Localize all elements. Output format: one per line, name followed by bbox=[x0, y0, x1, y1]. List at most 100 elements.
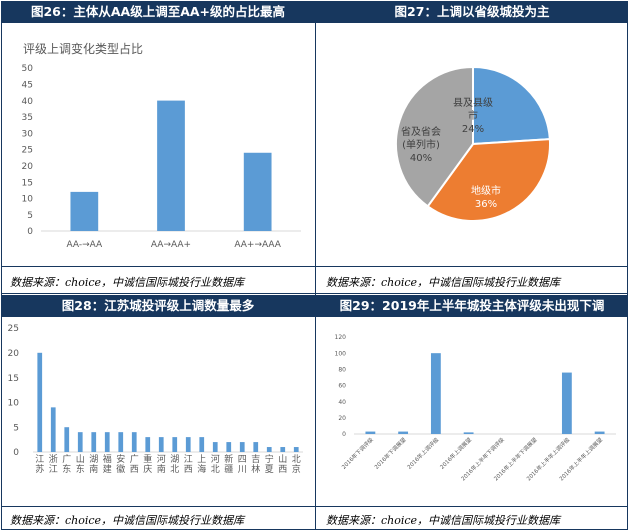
x-tick-label: 江苏 bbox=[35, 454, 44, 475]
figure-29-title: 图29：2019年上半年城投主体评级未出现下调 bbox=[316, 295, 628, 317]
bar-3-7 bbox=[594, 431, 605, 434]
bar-2-1 bbox=[50, 407, 56, 452]
y-tick-label: 15 bbox=[22, 178, 33, 188]
source-note-28: 数据来源：choice，中诚信国际城投行业数据库 bbox=[10, 514, 245, 527]
figure-28-chart: 0 5 10 15 20 25 江苏浙江广东山东湖南福建安徽广西重庆河南湖北江西上海河北新疆… bbox=[8, 324, 303, 475]
y-tick-label: 60 bbox=[338, 383, 346, 390]
panel-divider-vertical bbox=[315, 1, 316, 530]
bar-2-16 bbox=[253, 442, 259, 452]
pie-label-0: 县及县级市 24% bbox=[453, 97, 493, 135]
x-tick-label: 广东 bbox=[62, 453, 71, 475]
x-tick-label: 重庆 bbox=[143, 453, 152, 475]
chart-title: 评级上调变化类型占比 bbox=[23, 41, 143, 56]
pie-slice-0 bbox=[472, 65, 551, 146]
bar-2-14 bbox=[226, 442, 232, 452]
bar-2-5 bbox=[104, 432, 110, 452]
figure-28-panel: 图28：江苏城投评级上调数量最多 0 5 10 15 20 25 江苏 浙江 广东 山东 湖南 福建安… bbox=[1, 295, 315, 531]
x-tick-label: 广西 bbox=[130, 453, 139, 475]
y-tick-label: 40 bbox=[338, 399, 346, 406]
bar-0-1 bbox=[157, 100, 185, 231]
x-tick-label: 新疆 bbox=[224, 453, 233, 475]
x-tick-label: 湖南 bbox=[89, 454, 98, 475]
figure-29-panel: 图29：2019年上半年城投主体评级未出现下调 0 20 40 60 80 100 120 2… bbox=[316, 295, 628, 531]
pie-label-2: 省及省会(单列市) 40% bbox=[401, 125, 441, 164]
x-tick-label: 吉林 bbox=[251, 454, 260, 475]
bar-2-9 bbox=[158, 437, 164, 452]
y-tick-label: 25 bbox=[8, 324, 19, 334]
bar-2-8 bbox=[145, 437, 151, 452]
bar-0-0 bbox=[70, 191, 99, 231]
x-tick-label: 山西 bbox=[278, 454, 287, 475]
bar-2-19 bbox=[293, 447, 299, 452]
bar-2-15 bbox=[239, 442, 245, 452]
source-note-29: 数据来源：choice，中诚信国际城投行业数据库 bbox=[326, 514, 561, 527]
x-tick-label: 2016年下调评级 bbox=[340, 435, 375, 470]
y-tick-label: 20 bbox=[338, 415, 346, 422]
x-tick-label: 山东 bbox=[76, 454, 85, 475]
bar-2-17 bbox=[266, 447, 272, 452]
bar-2-13 bbox=[212, 442, 218, 452]
x-tick-label: AA→AA+ bbox=[151, 240, 191, 250]
figure-28-title: 图28：江苏城投评级上调数量最多 bbox=[1, 295, 315, 317]
x-tick-label: 浙江 bbox=[49, 453, 58, 475]
y-tick-label: 30 bbox=[22, 129, 34, 139]
bar-2-7 bbox=[131, 432, 137, 452]
panel-divider-3 bbox=[1, 506, 628, 507]
y-tick-label: 0 bbox=[27, 227, 33, 237]
figure-26-chart: 评级上调变化类型占比 0 5 10 15 20 25 30 35 40 45 50 AA-→AA AA→A… bbox=[22, 41, 301, 250]
y-tick-label: 10 bbox=[22, 195, 34, 205]
bar-2-12 bbox=[199, 437, 205, 452]
bar-2-2 bbox=[64, 427, 70, 452]
y-tick-label: 120 bbox=[335, 334, 347, 341]
x-tick-label: AA+→AAA bbox=[234, 240, 281, 250]
panel-divider-2 bbox=[1, 293, 628, 294]
x-tick-label: AA-→AA bbox=[66, 240, 103, 250]
bar-2-4 bbox=[91, 432, 97, 452]
x-tick-label: 江西 bbox=[184, 454, 193, 475]
y-tick-label: 20 bbox=[22, 162, 34, 172]
pie-label-1: 地级市 36% bbox=[471, 184, 501, 210]
y-tick-label: 40 bbox=[22, 97, 34, 107]
x-tick-label: 河北 bbox=[211, 453, 220, 475]
y-tick-label: 35 bbox=[22, 113, 33, 123]
y-tick-label: 5 bbox=[27, 211, 33, 221]
bar-2-11 bbox=[185, 437, 191, 452]
x-tick-label: 上海 bbox=[197, 454, 206, 475]
y-tick-label: 5 bbox=[13, 423, 19, 433]
y-tick-label: 100 bbox=[335, 350, 347, 357]
bar-3-1 bbox=[398, 431, 409, 434]
y-tick-label: 50 bbox=[22, 64, 34, 74]
y-tick-label: 0 bbox=[13, 448, 19, 458]
source-note-26: 数据来源：choice，中诚信国际城投行业数据库 bbox=[10, 276, 245, 289]
x-tick-label: 湖北 bbox=[170, 454, 179, 475]
figure-27-chart: 县及县级市 24% 地级市 36% 省及省会(单列市) 40% bbox=[395, 65, 551, 222]
x-tick-label: 2016年下调展望 bbox=[373, 435, 408, 470]
x-tick-label: 四川 bbox=[238, 455, 247, 475]
y-tick-label: 45 bbox=[22, 80, 33, 90]
figure-26-panel: 图26：主体从AA级上调至AA+级的占比最高 评级上调变化类型占比 0 5 10 15 2… bbox=[1, 1, 315, 266]
bar-3-6 bbox=[561, 372, 572, 434]
bar-3-0 bbox=[365, 431, 376, 434]
bar-2-3 bbox=[77, 432, 83, 452]
figure-26-title: 图26：主体从AA级上调至AA+级的占比最高 bbox=[1, 1, 315, 23]
figure-27-title: 图27：上调以省级城投为主 bbox=[316, 1, 628, 23]
y-tick-label: 25 bbox=[22, 146, 33, 156]
bar-2-18 bbox=[280, 447, 286, 452]
x-tick-label: 福建 bbox=[103, 453, 112, 475]
x-tick-label: 安徽 bbox=[116, 453, 125, 475]
y-tick-label: 10 bbox=[8, 399, 20, 409]
bar-2-10 bbox=[172, 437, 178, 452]
bar-2-6 bbox=[118, 432, 124, 452]
x-tick-label: 河南 bbox=[157, 453, 166, 475]
panel-divider-1 bbox=[1, 266, 628, 267]
pie-slice-2 bbox=[395, 65, 474, 208]
x-tick-label: 2016年上调展望 bbox=[438, 435, 473, 470]
bar-3-2 bbox=[430, 353, 441, 434]
y-tick-label: 80 bbox=[338, 366, 346, 373]
bar-0-2 bbox=[243, 152, 272, 231]
source-note-27: 数据来源：choice，中诚信国际城投行业数据库 bbox=[326, 276, 561, 289]
x-tick-label: 2016年上调评级 bbox=[405, 435, 440, 470]
bar-3-3 bbox=[463, 432, 474, 434]
y-tick-label: 0 bbox=[342, 431, 346, 438]
